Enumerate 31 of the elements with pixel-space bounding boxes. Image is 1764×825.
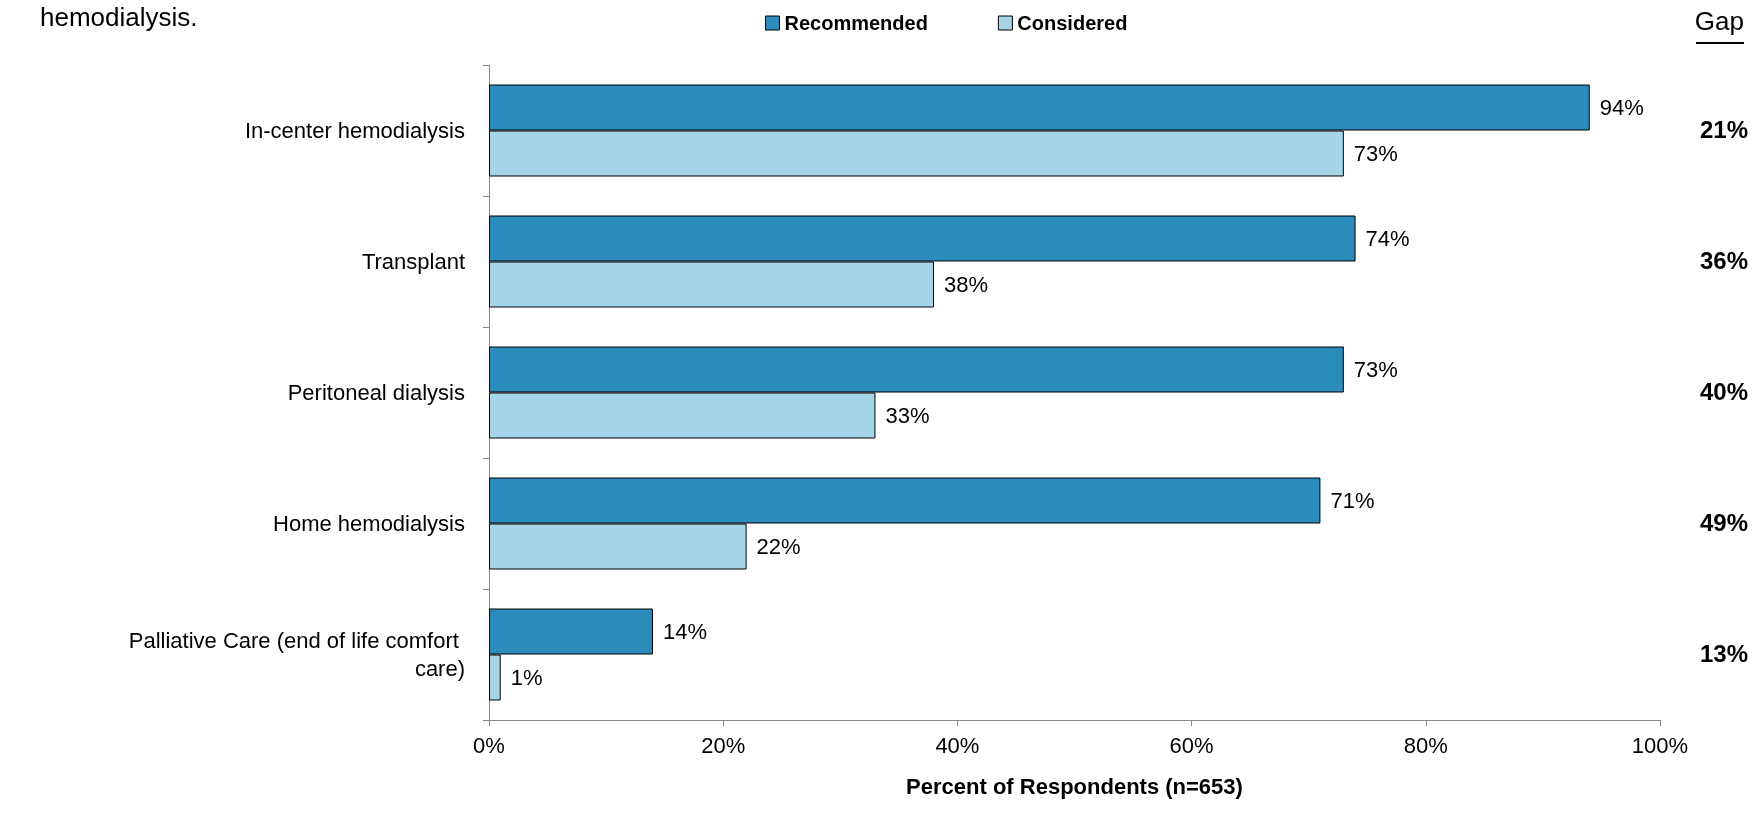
x-tick-label: 100% <box>1631 732 1689 758</box>
x-tick-label: 80% <box>1403 732 1448 758</box>
y-tick-label: Peritoneal dialysis <box>287 380 465 405</box>
data-label: 71% <box>1330 488 1375 513</box>
y-tick-label: In-center hemodialysis <box>244 118 465 143</box>
y-tick-label: Palliative Care (end of life comfort care) <box>128 628 465 681</box>
text: 49% <box>1699 509 1749 536</box>
x-axis-title: Percent of Respondents (n=653) <box>906 773 1243 799</box>
data-label: 1% <box>510 665 543 690</box>
legend-label: Recommended <box>784 12 928 34</box>
x-tick-label: 40% <box>935 732 980 758</box>
data-label: 14% <box>662 619 707 644</box>
text: Gap <box>1694 6 1745 36</box>
data-label: 94% <box>1599 95 1644 120</box>
data-label: 38% <box>943 272 989 297</box>
x-tick-label: 60% <box>1169 732 1214 758</box>
text: hemodialysis. <box>40 2 198 32</box>
data-label: 73% <box>1353 357 1398 382</box>
x-tick-label: 20% <box>701 732 746 758</box>
data-label: 33% <box>885 403 930 428</box>
x-tick-label: 0% <box>473 732 505 758</box>
legend-label: Considered <box>1017 12 1128 34</box>
text: 13% <box>1699 640 1749 667</box>
y-tick-label: Transplant <box>361 249 465 274</box>
text: 40% <box>1699 378 1749 405</box>
text: 21% <box>1699 116 1749 143</box>
data-label: 22% <box>756 534 801 559</box>
data-label: 74% <box>1365 226 1410 251</box>
text: 36% <box>1699 247 1749 274</box>
data-label: 73% <box>1353 141 1398 166</box>
y-tick-label: Home hemodialysis <box>273 511 465 536</box>
